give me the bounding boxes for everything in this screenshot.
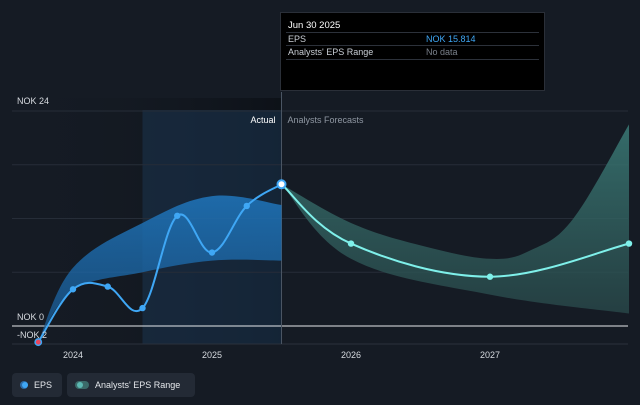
eps-point-3: [139, 304, 146, 312]
y-axis-top-label: NOK 24: [17, 96, 49, 106]
eps-point-6: [243, 202, 250, 210]
y-axis-zero-label: NOK 0: [17, 312, 44, 322]
y-axis-min-label: -NOK 2: [17, 330, 47, 340]
eps-point-2: [104, 283, 111, 290]
eps-point-7: [276, 179, 287, 190]
eps-swatch-icon: [20, 381, 28, 389]
eps-point-0: [34, 338, 43, 347]
eps-point-1: [69, 286, 77, 293]
tooltip-range-value: No data: [426, 47, 458, 57]
x-tick-label-2026: 2026: [341, 350, 361, 360]
x-tick-label-2027: 2027: [480, 350, 500, 360]
series-line-eps: [37, 183, 283, 343]
tooltip: Jun 30 2025 EPS NOK 15.814 Analysts' EPS…: [280, 12, 545, 91]
range-swatch-icon: [75, 381, 89, 389]
tooltip-date: Jun 30 2025: [288, 20, 341, 31]
section-forecast-label: Analysts Forecasts: [288, 115, 365, 125]
legend-eps-label: EPS: [33, 380, 52, 390]
legend-range-button[interactable]: Analysts' EPS Range: [67, 373, 195, 397]
forecast-point-2: [486, 273, 494, 280]
legend-range-label: Analysts' EPS Range: [95, 380, 181, 390]
forecast-point-3: [625, 240, 633, 247]
tooltip-row-range: Analysts' EPS Range No data: [286, 45, 539, 60]
tooltip-row-eps: EPS NOK 15.814: [286, 32, 539, 46]
actual-eps-range-band: [38, 195, 282, 343]
x-tick-label-2024: 2024: [63, 350, 83, 360]
tooltip-eps-value: NOK 15.814: [426, 34, 476, 44]
tooltip-eps-label: EPS: [288, 34, 307, 44]
x-tick-label-2025: 2025: [202, 350, 222, 360]
forecast-point-1: [347, 240, 355, 247]
forecast-eps-range-band: [281, 124, 629, 314]
series-line-eps-forecast: [280, 183, 630, 278]
eps-point-4: [174, 212, 181, 219]
tooltip-range-label: Analysts' EPS Range: [288, 47, 374, 57]
legend-eps-button[interactable]: EPS: [12, 373, 62, 397]
section-actual-label: Actual: [250, 115, 275, 125]
eps-point-5: [208, 249, 216, 256]
